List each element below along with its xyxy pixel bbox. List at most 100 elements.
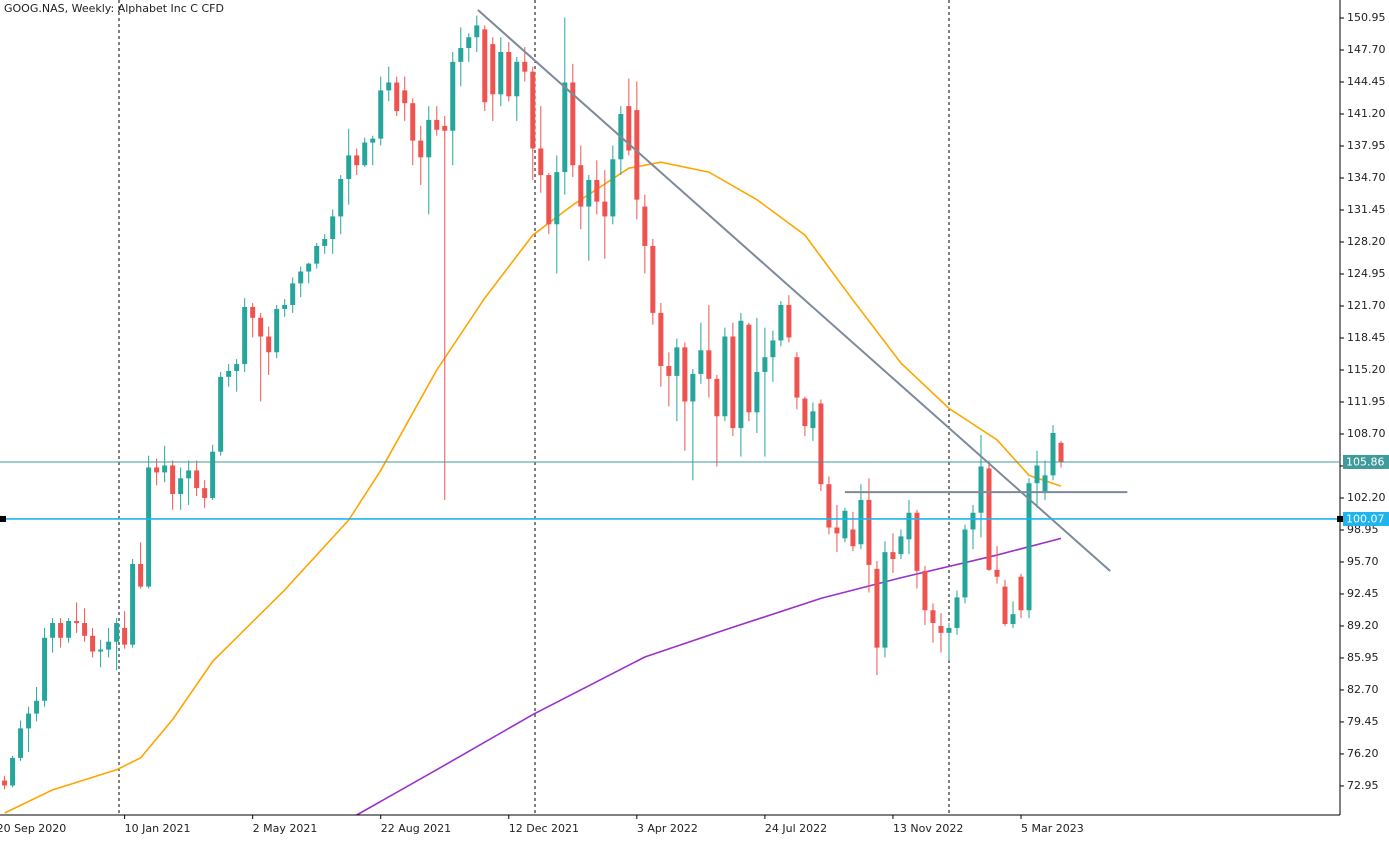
line-handle <box>0 515 6 522</box>
candle-body <box>586 179 592 207</box>
y-tick-label: 92.45 <box>1347 587 1379 600</box>
candle-body <box>90 635 96 652</box>
candle-body <box>530 71 536 149</box>
candle-body <box>82 623 88 636</box>
candle-body <box>114 623 120 642</box>
candle-body <box>866 499 872 565</box>
x-tick-label: 24 Jul 2022 <box>765 822 827 835</box>
price-label-box <box>1343 511 1389 526</box>
y-tick-label: 85.95 <box>1347 651 1379 664</box>
candle-body <box>338 178 344 217</box>
candle-body <box>626 106 632 151</box>
candle-body <box>698 350 704 374</box>
candle-body <box>466 37 472 49</box>
candle-body <box>130 563 136 645</box>
x-tick-label: 10 Jan 2021 <box>125 822 191 835</box>
candle-body <box>978 466 984 513</box>
candle-body <box>570 82 576 166</box>
candle-body <box>546 175 552 225</box>
x-tick-label: 5 Mar 2023 <box>1021 822 1084 835</box>
candle-body <box>690 373 696 402</box>
candle-body <box>522 61 528 72</box>
y-tick-label: 115.20 <box>1347 363 1386 376</box>
candle-body <box>194 470 200 489</box>
candle-body <box>794 357 800 398</box>
candle-body <box>210 451 216 498</box>
candle-body <box>802 398 808 427</box>
candle-body <box>162 465 168 473</box>
y-tick-label: 98.95 <box>1347 523 1379 536</box>
candle-body <box>106 641 112 650</box>
candle-body <box>786 305 792 338</box>
y-tick-label: 72.95 <box>1347 779 1379 792</box>
candle-body <box>842 510 848 539</box>
chart-title: GOOG.NAS, Weekly: Alphabet Inc C CFD <box>4 2 224 15</box>
candle-body <box>138 563 144 587</box>
candle-body <box>818 403 824 485</box>
candle-body <box>498 51 504 95</box>
candle-body <box>98 649 104 652</box>
candle-body <box>370 138 376 143</box>
y-tick-label: 82.70 <box>1347 683 1379 696</box>
candle-body <box>778 305 784 341</box>
candle-body <box>66 621 72 638</box>
y-tick-label: 95.70 <box>1347 555 1379 568</box>
candle-body <box>386 82 392 91</box>
x-tick-label: 2 May 2021 <box>253 822 318 835</box>
candle-body <box>74 621 80 624</box>
candle-body <box>1018 576 1024 611</box>
candle-body <box>738 320 744 429</box>
candle-body <box>946 627 952 633</box>
y-tick-label: 89.20 <box>1347 619 1379 632</box>
candle-body <box>258 317 264 337</box>
candle-body <box>930 610 936 624</box>
candle-body <box>1026 483 1032 611</box>
y-tick-label: 147.70 <box>1347 43 1386 56</box>
x-tick-label: 3 Apr 2022 <box>637 822 698 835</box>
y-tick-label: 118.45 <box>1347 331 1386 344</box>
x-tick-label: 22 Aug 2021 <box>381 822 451 835</box>
candle-body <box>354 155 360 166</box>
candle-body <box>178 478 184 495</box>
candle-body <box>218 376 224 452</box>
candle-body <box>1034 465 1040 484</box>
y-tick-label: 144.45 <box>1347 75 1386 88</box>
candle-body <box>266 336 272 353</box>
candle-body <box>362 142 368 166</box>
candle-body <box>634 110 640 200</box>
candle-body <box>410 103 416 141</box>
candle-body <box>922 570 928 611</box>
candle-body <box>418 140 424 158</box>
candle-body <box>290 283 296 306</box>
candle-body <box>890 552 896 560</box>
price-label-box <box>1343 454 1389 469</box>
candle-body <box>970 512 976 530</box>
candle-body <box>674 347 680 376</box>
candle-body <box>2 780 8 786</box>
candle-body <box>18 728 24 758</box>
candle-body <box>962 529 968 598</box>
candle-body <box>274 308 280 353</box>
line-handle <box>1337 515 1343 522</box>
candle-body <box>1058 442 1064 462</box>
candle-body <box>850 529 856 547</box>
candle-body <box>282 305 288 309</box>
y-tick-label: 102.20 <box>1347 491 1386 504</box>
y-tick-label: 124.95 <box>1347 267 1386 280</box>
y-tick-label: 111.95 <box>1347 395 1386 408</box>
y-tick-label: 121.70 <box>1347 299 1386 312</box>
candle-body <box>450 61 456 131</box>
trend-line <box>477 9 1111 572</box>
candle-body <box>898 536 904 555</box>
candle-body <box>538 148 544 176</box>
candle-body <box>1002 586 1008 624</box>
candle-body <box>154 467 160 473</box>
candle-body <box>954 597 960 628</box>
candle-body <box>730 336 736 429</box>
candle-body <box>474 25 480 38</box>
candle-body <box>506 51 512 97</box>
candle-body <box>578 165 584 207</box>
candle-body <box>1050 432 1056 476</box>
candle-body <box>514 61 520 97</box>
